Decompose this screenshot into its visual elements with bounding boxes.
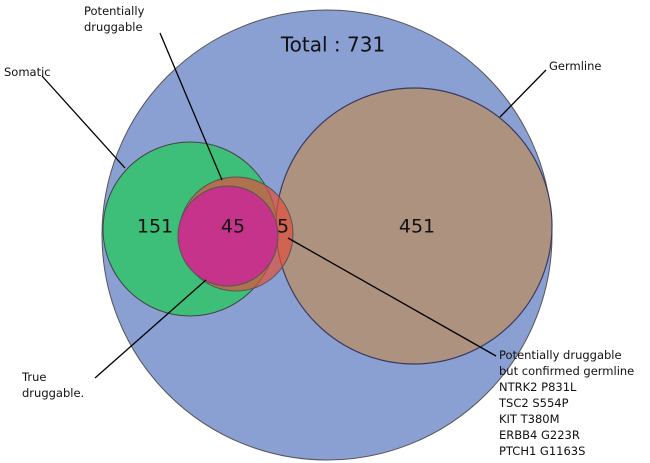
- callout-text: Potentially druggable: [499, 348, 622, 362]
- callout-text: Potentially: [84, 4, 145, 18]
- callout-text: PTCH1 G1163S: [499, 444, 585, 458]
- true-druggable-circle: [177, 185, 279, 287]
- callout-text: druggable.: [22, 386, 84, 400]
- confirmed-germline-callout: Potentially druggable but confirmed germ…: [498, 348, 634, 458]
- callout-text: but confirmed germline: [499, 364, 634, 378]
- region-count: 451: [399, 216, 435, 238]
- callout-text: TSC2 S554P: [498, 396, 569, 410]
- callout-text: True: [21, 370, 46, 384]
- leader-line: [41, 75, 126, 169]
- region-count: 5: [277, 216, 289, 238]
- leader-line: [499, 69, 547, 118]
- leader-line: [287, 237, 497, 357]
- callout-text: Germline: [549, 59, 601, 73]
- region-count: 45: [221, 216, 245, 238]
- region-count: 151: [137, 216, 173, 238]
- callout-text: Somatic: [4, 65, 51, 79]
- callout-text: NTRK2 P831L: [499, 380, 577, 394]
- callout-text: ERBB4 G223R: [499, 428, 580, 442]
- total-label: Total : 731: [280, 33, 385, 57]
- callout-text: KIT T380M: [499, 412, 560, 426]
- leader-line: [159, 32, 223, 181]
- leader-line: [94, 279, 207, 379]
- callout-text: druggable: [84, 20, 143, 34]
